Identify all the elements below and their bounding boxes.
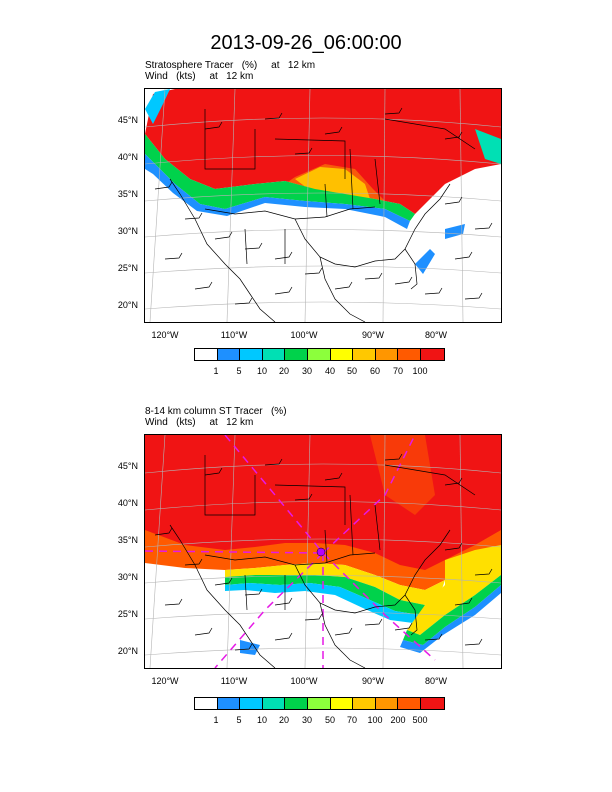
lat-label: 45°N — [117, 461, 138, 471]
colorbar-label: 20 — [278, 366, 289, 376]
lat-label: 45°N — [117, 115, 138, 125]
colorbar-label: 500 — [412, 715, 428, 725]
colorbar-box — [420, 349, 444, 360]
colorbar-label: 10 — [256, 366, 267, 376]
colorbar-label: 100 — [367, 715, 383, 725]
colorbar-box — [240, 349, 263, 360]
lon-label: 80°W — [424, 330, 448, 340]
map-panel-2 — [144, 434, 502, 669]
colorbar-box — [353, 349, 376, 360]
colorbar-box — [420, 698, 444, 709]
colorbar-label: 40 — [324, 366, 335, 376]
colorbar-label: 50 — [324, 715, 335, 725]
panel-2-title-line-2: Wind (kts) at 12 km — [145, 417, 254, 428]
lat-label: 30°N — [117, 572, 138, 582]
lon-label: 110°W — [220, 676, 248, 686]
colorbar-label: 20 — [278, 715, 289, 725]
lon-label: 120°W — [151, 676, 179, 686]
colorbar-label: 1 — [213, 715, 219, 725]
magenta-dashed-lines — [145, 435, 436, 668]
colorbar-box — [398, 349, 421, 360]
tracer-field-east-blue — [400, 585, 501, 653]
colorbar-box — [330, 349, 354, 360]
colorbar-label: 5 — [236, 366, 242, 376]
tracer-field-cyan-top — [145, 89, 170, 124]
colorbar-1 — [194, 348, 445, 361]
lon-label: 80°W — [424, 676, 448, 686]
lon-label: 90°W — [361, 330, 385, 340]
panel-2-title-line-1: 8-14 km column ST Tracer (%) — [145, 406, 287, 417]
page-title: 2013-09-26_06:00:00 — [210, 32, 402, 54]
colorbar-box — [240, 698, 263, 709]
tracer-field-green-band — [145, 134, 415, 221]
colorbar-label: 60 — [369, 366, 380, 376]
colorbar-label: 10 — [256, 715, 267, 725]
lon-label: 100°W — [290, 330, 318, 340]
colorbar-label: 30 — [301, 715, 312, 725]
lon-label: 90°W — [361, 676, 385, 686]
tracer-field-yellow — [225, 563, 445, 605]
map-panel-1 — [144, 88, 502, 323]
lat-label: 35°N — [117, 535, 138, 545]
colorbar-box — [398, 698, 421, 709]
panel-1-title-line-2: Wind (kts) at 12 km — [145, 71, 254, 82]
tracer-field-blue-south — [415, 249, 435, 274]
colorbar-label: 70 — [392, 366, 403, 376]
colorbar-box — [353, 698, 376, 709]
colorbar-box — [307, 698, 331, 709]
lat-label: 25°N — [117, 609, 138, 619]
colorbar-label: 70 — [346, 715, 357, 725]
lat-label: 35°N — [117, 189, 138, 199]
lat-label: 40°N — [117, 498, 138, 508]
colorbar-box — [262, 349, 286, 360]
colorbar-box — [375, 349, 399, 360]
colorbar-box — [330, 698, 354, 709]
tracer-field-east-plume — [407, 545, 501, 635]
lat-label: 25°N — [117, 263, 138, 273]
colorbar-label: 30 — [301, 366, 312, 376]
colorbar-label: 1 — [213, 366, 219, 376]
coastlines — [169, 455, 476, 668]
graticule — [145, 435, 501, 668]
lat-label: 30°N — [117, 226, 138, 236]
colorbar-2 — [194, 697, 445, 710]
colorbar-box — [375, 698, 399, 709]
colorbar-label: 5 — [236, 715, 242, 725]
colorbar-label: 200 — [390, 715, 406, 725]
lon-label: 100°W — [290, 676, 318, 686]
wind-barbs — [154, 453, 493, 651]
graticule — [145, 89, 501, 322]
lat-label: 20°N — [117, 300, 138, 310]
colorbar-label: 50 — [346, 366, 357, 376]
tracer-field-topright — [475, 129, 501, 164]
source-marker — [316, 547, 326, 557]
colorbar-box — [195, 698, 218, 709]
tracer-field-cyan — [225, 583, 420, 623]
tracer-field-blue-east — [445, 224, 465, 239]
colorbar-box — [307, 349, 331, 360]
colorbar-box — [262, 698, 286, 709]
coastlines — [169, 109, 476, 322]
lon-label: 110°W — [220, 330, 248, 340]
colorbar-box — [285, 698, 308, 709]
lat-label: 20°N — [117, 646, 138, 656]
tracer-field-east-plume-outer — [403, 575, 501, 645]
wind-barbs — [154, 107, 493, 305]
colorbar-box — [195, 349, 218, 360]
colorbar-box — [285, 349, 308, 360]
lon-label: 120°W — [151, 330, 179, 340]
colorbar-box — [217, 698, 241, 709]
lat-label: 40°N — [117, 152, 138, 162]
colorbar-box — [217, 349, 241, 360]
panel-1-title-line-1: Stratosphere Tracer (%) at 12 km — [145, 60, 316, 71]
tracer-field-orange-north — [370, 435, 435, 515]
colorbar-label: 100 — [412, 366, 428, 376]
